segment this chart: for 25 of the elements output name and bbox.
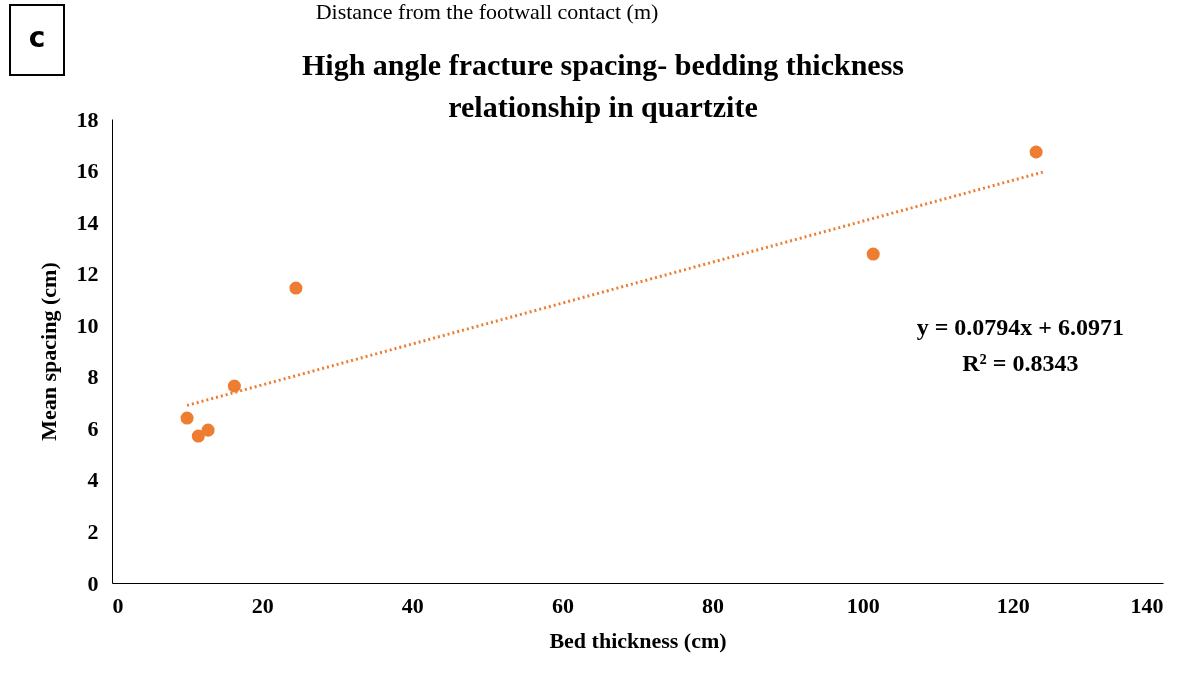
y-tick-label: 4 [87,467,99,493]
x-tick-label: 0 [112,592,124,618]
x-tick-label: 40 [401,592,424,618]
x-tick-label: 100 [846,592,880,618]
y-tick-label: 12 [76,261,99,287]
y-tick-label: 14 [76,209,99,235]
y-axis-title: Mean spacing (cm) [35,262,61,441]
x-tick-label: 80 [702,592,725,618]
text: c [28,21,46,54]
x-tick-label: 60 [551,592,574,618]
y-tick-label: 10 [76,312,99,338]
x-tick-label: 120 [996,592,1030,618]
y-tick-label: 6 [87,415,99,441]
annotation: R² = 0.8343 [962,349,1079,376]
text: Distance from the footwall contact (m) [315,0,659,24]
y-tick-label: 16 [76,158,99,184]
annotation: y = 0.0794x + 6.0971 [916,313,1125,340]
y-tick-label: 8 [87,364,99,390]
x-tick-label: 20 [251,592,274,618]
chart-title: High angle fracture spacing- bedding thickness relationship in quartzite [301,48,905,123]
x-tick-label: 140 [1130,592,1164,618]
y-tick-label: 0 [87,570,99,596]
x-axis-title: Bed thickness (cm) [549,627,727,653]
y-tick-label: 2 [87,518,99,544]
y-tick-label: 18 [76,106,99,132]
